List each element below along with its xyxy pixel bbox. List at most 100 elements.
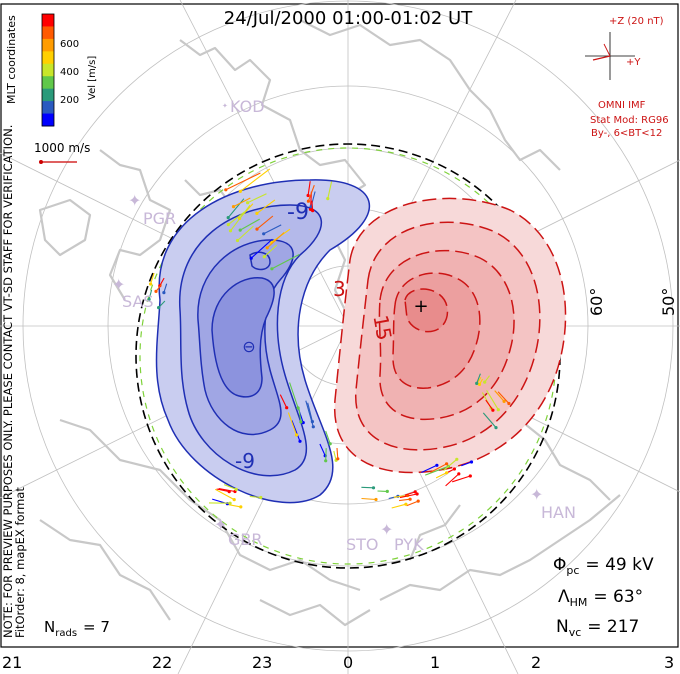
velocity-vector-origin <box>445 462 449 466</box>
velocity-vector <box>233 197 251 208</box>
velocity-vector-origin <box>234 487 238 491</box>
svg-text:PYK: PYK <box>394 535 424 554</box>
velocity-vector <box>256 199 276 214</box>
imf-y-label: +Y <box>626 57 641 68</box>
velocity-vector-origin <box>239 505 243 509</box>
plot-border <box>0 3 679 648</box>
svg-text:SAS: SAS <box>122 292 154 311</box>
color-bar-segment <box>42 113 54 127</box>
svg-text:Nvc= 217: Nvc = 217 <box>556 617 639 639</box>
velocity-vector <box>250 238 273 259</box>
velocity-vector-origin <box>385 489 389 493</box>
coordinate-system-label: MLT coordinates <box>5 15 18 104</box>
svg-text:Φpc= 49 kV: Φpc = 49 kV <box>553 555 654 577</box>
velocity-vector-origin <box>324 459 328 463</box>
velocity-vector <box>266 232 285 249</box>
color-bar-tick-600: 600 <box>60 39 79 50</box>
velocity-vector <box>256 215 274 230</box>
imf-source: OMNI IMF <box>598 100 646 111</box>
velocity-vector-origin <box>491 408 495 412</box>
svg-text:✦: ✦ <box>530 485 543 504</box>
velocity-vector-origin <box>285 406 289 410</box>
velocity-vector <box>263 224 282 235</box>
velocity-vector-origin <box>228 501 232 505</box>
map-title: 24/Jul/2000 01:00-01:02 UT <box>224 8 473 29</box>
velocity-vector-origin <box>296 406 300 410</box>
station-pgr: ✦ PGR <box>128 191 176 228</box>
velocity-vector <box>216 488 230 493</box>
velocity-vector <box>476 373 481 384</box>
velocity-vector <box>227 198 245 218</box>
color-bar-tick-400: 400 <box>60 67 79 78</box>
velocity-vector-origin <box>235 238 240 243</box>
color-bar-segment <box>42 88 54 102</box>
velocity-vector <box>263 244 278 258</box>
imf-clock: +Z (20 nT) +Y OMNI IMF Stat Mod: RG96 By… <box>585 16 669 139</box>
velocity-vector-origin <box>226 216 230 220</box>
velocity-vector <box>327 181 333 199</box>
mlt-axis: 21 22 23 0 1 2 3 <box>2 653 674 672</box>
velocity-vector <box>228 504 241 508</box>
color-bar-tick-200: 200 <box>60 95 79 106</box>
color-bar-segment <box>42 76 54 90</box>
velocity-vector-origin <box>238 228 242 232</box>
velocity-vector <box>225 172 261 191</box>
svg-text:✦: ✦ <box>112 275 125 294</box>
latitude-label-50: 50° <box>659 288 678 316</box>
station-gbr: ✦ GBR <box>214 515 263 549</box>
velocity-vector-origin <box>408 497 412 501</box>
svg-text:STO: STO <box>346 535 379 554</box>
scale-vector: 1000 m/s <box>34 141 90 164</box>
velocity-vector <box>291 420 301 442</box>
velocity-vector-origin <box>298 439 302 443</box>
station-kod: ✦ KOD <box>222 97 265 116</box>
velocity-vector-origin <box>475 381 479 385</box>
station-sto: STO <box>346 535 379 554</box>
velocity-vector <box>230 204 251 232</box>
svg-text:✦: ✦ <box>214 515 227 534</box>
contour-label-positive: 3 <box>333 277 346 301</box>
velocity-vector-origin <box>468 474 472 478</box>
velocity-vector-origin <box>262 232 266 236</box>
svg-text:1000 m/s: 1000 m/s <box>34 141 90 155</box>
mlt-label-21: 21 <box>2 653 22 672</box>
velocity-vector-origin <box>246 201 250 205</box>
mlt-label-23: 23 <box>252 653 272 672</box>
mlt-label-0: 0 <box>343 653 353 672</box>
positive-potential-cell: + 3 15 <box>333 197 567 474</box>
velocity-vector <box>305 400 314 427</box>
svg-text:Nrads= 7: Nrads = 7 <box>44 618 110 639</box>
velocity-vector <box>406 500 419 507</box>
velocity-vector <box>298 408 302 422</box>
radar-stations: ✦ KOD ✦ PGR ✦ SAS ✦ GBR STO ✦ PYK ✦ HAN <box>112 97 576 554</box>
velocity-vector-origin <box>311 425 315 429</box>
velocity-vector <box>485 399 494 411</box>
velocity-vector <box>325 430 331 444</box>
velocity-vector-origin <box>232 498 236 502</box>
velocity-vector-origin <box>311 209 315 213</box>
color-bar-segment <box>42 51 54 65</box>
velocity-vector-origin <box>259 495 263 500</box>
velocity-vector <box>148 289 153 300</box>
vector-count: Nvc = 217 <box>556 617 639 639</box>
velocity-vector <box>482 412 497 428</box>
velocity-vector <box>425 465 449 476</box>
velocity-vector <box>325 448 327 461</box>
velocity-vector-origin <box>457 472 461 476</box>
velocity-vector <box>287 412 298 436</box>
velocity-vector-origin <box>496 408 500 412</box>
station-sas: ✦ SAS <box>112 275 154 311</box>
latitude-label-60: 60° <box>587 288 606 316</box>
velocity-vector <box>430 463 447 473</box>
color-bar-segment <box>42 38 54 52</box>
velocity-vector-origin <box>157 306 161 310</box>
svg-text:ΛHM= 63°: ΛHM = 63° <box>558 587 643 609</box>
velocity-vector-origin <box>494 426 498 430</box>
velocity-color-bar: 600 400 200 Vel [m/s] MLT coordinates <box>5 13 98 127</box>
hmb-latitude: ΛHM = 63° <box>558 587 643 609</box>
velocity-vector-origin <box>413 490 417 494</box>
contour-label-negative-lower: -9 <box>235 449 255 473</box>
velocity-vector-origin <box>336 457 340 461</box>
velocity-vector <box>319 443 326 456</box>
velocity-vector-origin <box>249 256 253 260</box>
